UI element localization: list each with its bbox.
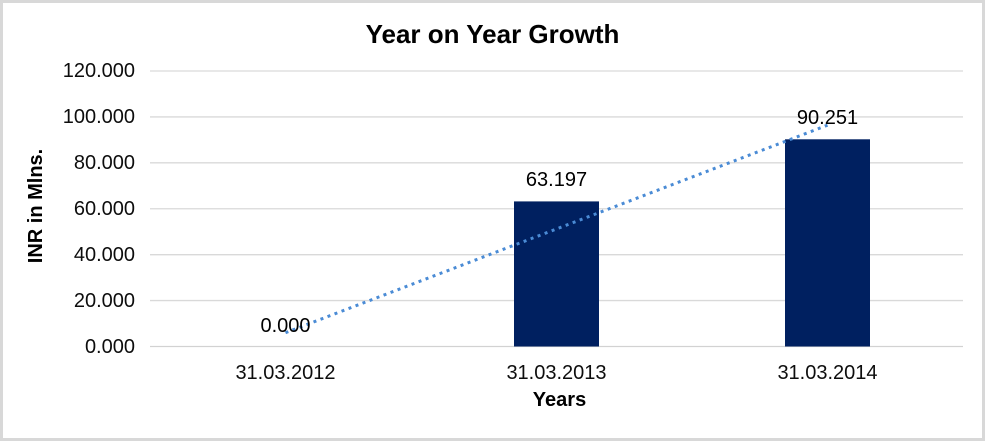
y-tick-label: 40.000 [73,243,135,266]
y-tick-label: 20.000 [73,289,135,312]
bar-data-label: 90.251 [796,107,859,130]
x-tick-label: 31.03.2014 [777,361,878,384]
bar [785,139,870,347]
bar [514,201,599,347]
y-tick-label: 80.000 [73,151,135,174]
bar-data-label: 63.197 [525,169,588,192]
bar-data-label: 0.000 [260,314,311,337]
x-axis-title: Years [532,389,587,411]
y-tick-label: 0.000 [84,335,135,358]
x-tick-label: 31.03.2012 [235,361,336,384]
y-tick-label: 100.000 [62,105,135,128]
plot-area [150,70,963,348]
y-tick-label: 60.000 [73,197,135,220]
y-tick-label: 120.000 [62,60,135,82]
x-tick-label: 31.03.2013 [506,361,607,384]
chart-title: Year on Year Growth [365,19,620,49]
